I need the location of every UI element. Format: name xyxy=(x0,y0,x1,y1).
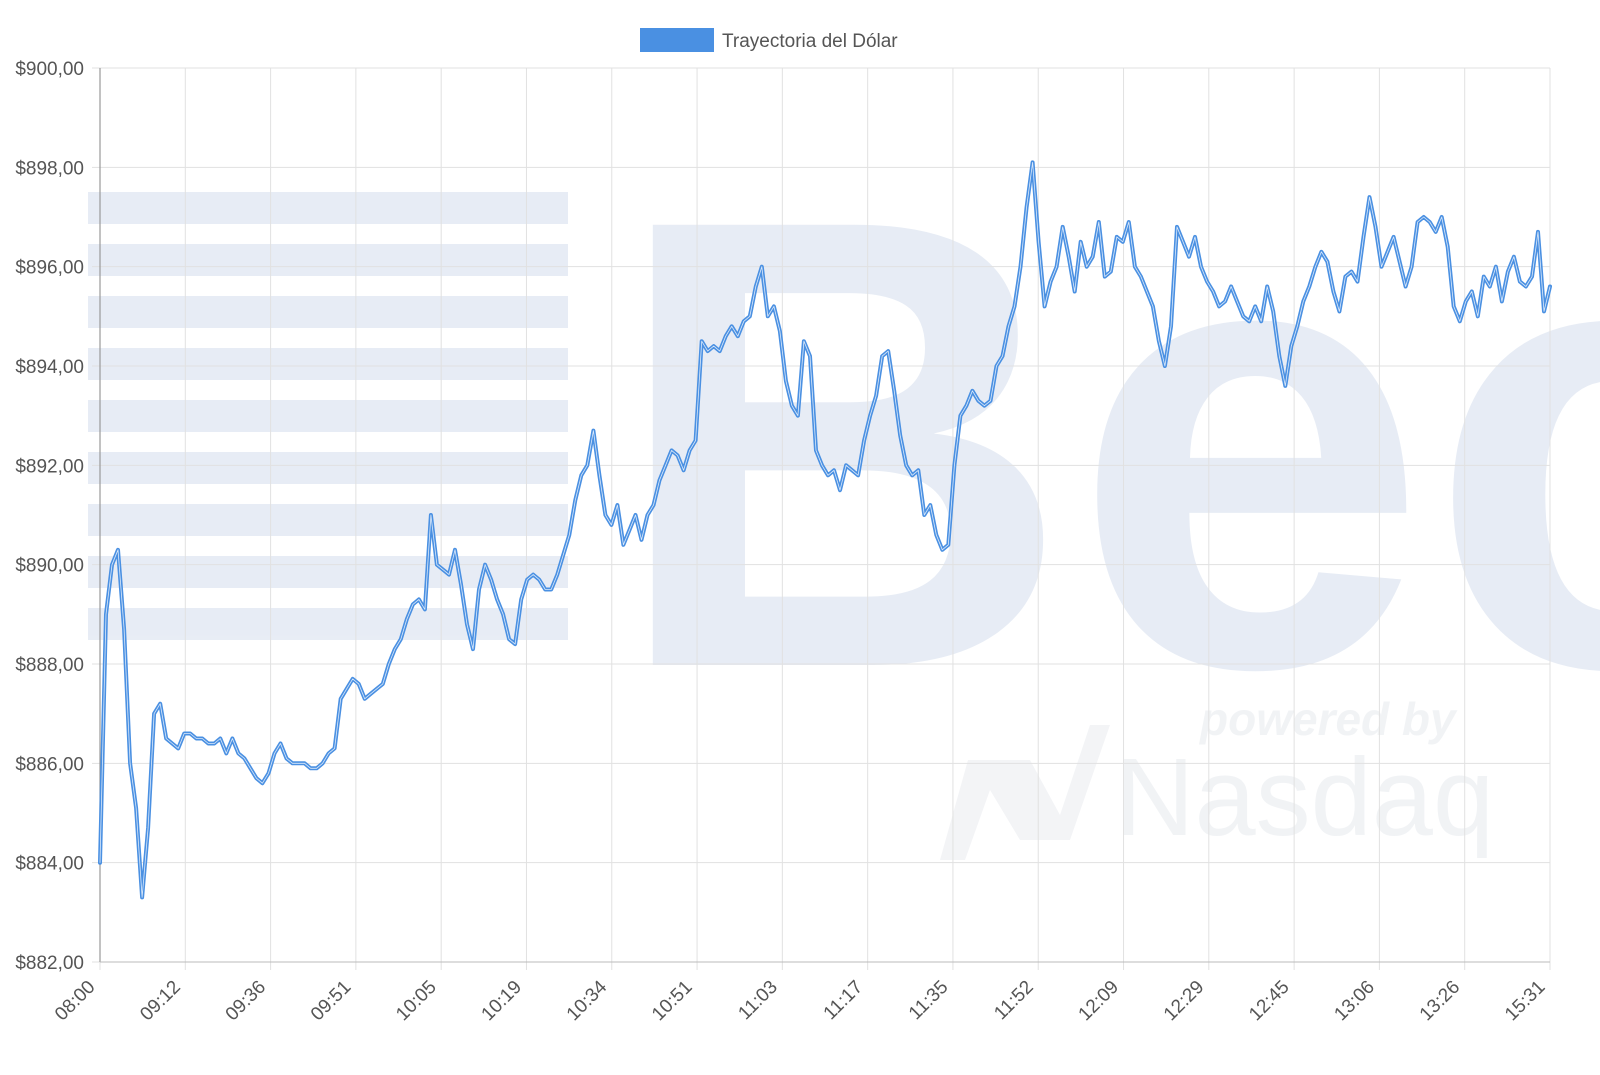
legend-swatch[interactable] xyxy=(640,28,714,52)
legend-label[interactable]: Trayectoria del Dólar xyxy=(722,31,898,52)
x-tick-label: 10:05 xyxy=(392,977,440,1025)
y-tick-label: $888,00 xyxy=(15,655,84,676)
x-tick-label: 09:36 xyxy=(222,977,270,1025)
x-tick-label: 12:09 xyxy=(1075,977,1123,1025)
y-tick-label: $898,00 xyxy=(15,158,84,179)
svg-text:Nasdaq: Nasdaq xyxy=(1115,736,1494,859)
y-tick-label: $882,00 xyxy=(15,953,84,974)
x-tick-label: 10:19 xyxy=(478,977,526,1025)
x-tick-label: 11:03 xyxy=(734,977,781,1024)
watermark-logo: Bec powered by Nasdaq xyxy=(88,86,1600,860)
x-tick-label: 09:12 xyxy=(136,977,184,1025)
x-tick-label: 09:51 xyxy=(307,977,355,1025)
y-tick-label: $892,00 xyxy=(15,456,84,477)
y-tick-label: $890,00 xyxy=(15,556,84,577)
svg-text:powered by: powered by xyxy=(1198,693,1458,745)
y-tick-label: $894,00 xyxy=(15,357,84,378)
x-tick-label: 11:17 xyxy=(820,977,867,1024)
x-tick-label: 13:26 xyxy=(1416,977,1464,1025)
x-tick-label: 10:51 xyxy=(648,977,696,1025)
y-tick-label: $900,00 xyxy=(15,59,84,80)
x-tick-label: 11:52 xyxy=(990,977,1037,1024)
y-tick-label: $896,00 xyxy=(15,258,84,279)
y-tick-label: $884,00 xyxy=(15,854,84,875)
series-layer xyxy=(98,160,1552,900)
legend[interactable]: Trayectoria del Dólar xyxy=(640,28,898,52)
x-tick-label: 15:31 xyxy=(1501,977,1549,1025)
x-tick-label: 12:29 xyxy=(1160,977,1208,1025)
y-axis-ticks: $882,00 $884,00 $886,00 $888,00 $890,00 $892,… xyxy=(15,59,84,974)
svg-text:Bec: Bec xyxy=(610,86,1600,801)
x-tick-label: 08:00 xyxy=(51,977,99,1025)
x-axis-ticks: 08:00 09:12 09:36 09:51 10:05 10:19 10:34 10:51… xyxy=(51,976,1549,1025)
series-line-highlight xyxy=(99,161,1551,898)
x-tick-label: 10:34 xyxy=(563,976,612,1025)
x-tick-label: 11:35 xyxy=(905,977,952,1024)
x-tick-label: 13:06 xyxy=(1330,977,1378,1025)
y-tick-label: $886,00 xyxy=(15,754,84,775)
x-tick-label: 12:45 xyxy=(1245,977,1293,1025)
